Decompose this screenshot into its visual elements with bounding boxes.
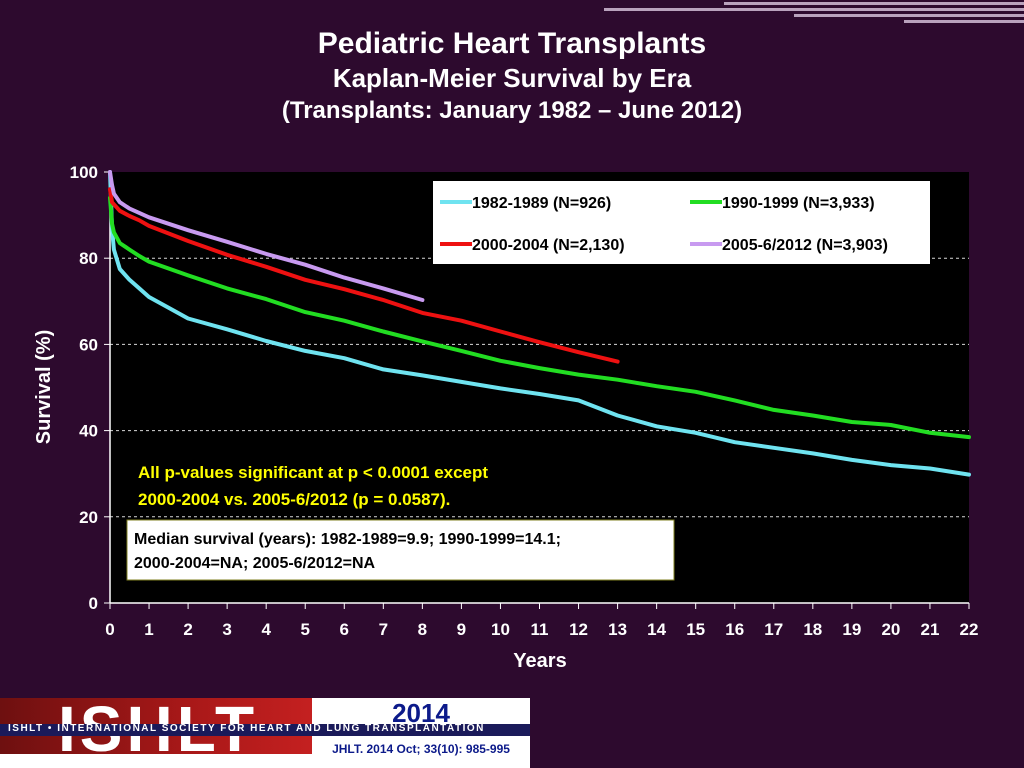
y-tick-label: 80 [79, 249, 98, 268]
legend-label: 1990-1999 (N=3,933) [722, 195, 875, 212]
x-tick-label: 20 [881, 620, 900, 639]
footer-banner: ISHLT ISHLT • INTERNATIONAL SOCIETY FOR … [0, 693, 530, 768]
median-survival-line2: 2000-2004=NA; 2005-6/2012=NA [134, 555, 376, 572]
slide-subtitle-dates: (Transplants: January 1982 – June 2012) [281, 97, 743, 124]
x-tick-label: 11 [531, 620, 549, 639]
legend-label: 2000-2004 (N=2,130) [472, 237, 625, 254]
legend-label: 2005-6/2012 (N=3,903) [722, 237, 888, 254]
header-stripes [0, 0, 1024, 34]
x-tick-label: 13 [608, 620, 627, 639]
series-line-3 [108, 187, 620, 364]
x-tick-label: 14 [647, 620, 666, 639]
y-tick-label: 20 [79, 508, 98, 527]
legend-label: 1982-1989 (N=926) [472, 195, 611, 212]
x-tick-label: 9 [457, 620, 466, 639]
x-tick-label: 18 [803, 620, 822, 639]
series-line-2 [108, 195, 971, 440]
x-tick-label: 5 [300, 620, 309, 639]
x-tick-label: 8 [418, 620, 427, 639]
median-survival-box [126, 519, 675, 581]
x-tick-label: 17 [764, 620, 783, 639]
x-tick-label: 15 [686, 620, 705, 639]
y-tick-label: 0 [89, 594, 98, 613]
slide-title: Pediatric Heart Transplants [317, 27, 707, 60]
median-survival-line1: Median survival (years): 1982-1989=9.9; … [134, 531, 561, 548]
x-tick-label: 2 [183, 620, 192, 639]
y-tick-label: 40 [79, 422, 98, 441]
y-tick-label: 60 [79, 335, 98, 354]
x-axis-label: Years [513, 650, 566, 672]
slide-subtitle: Kaplan-Meier Survival by Era [332, 63, 692, 93]
org-name: ISHLT • INTERNATIONAL SOCIETY FOR HEART … [8, 723, 485, 734]
x-tick-label: 7 [379, 620, 388, 639]
series-line-4 [108, 170, 425, 302]
p-value-note-line2: 2000-2004 vs. 2005-6/2012 (p = 0.0587). [138, 490, 450, 509]
org-name-bar: ISHLT • INTERNATIONAL SOCIETY FOR HEART … [0, 723, 530, 736]
slide-title-block: Pediatric Heart Transplants Kaplan-Meier… [0, 26, 1024, 128]
x-tick-label: 4 [261, 620, 271, 639]
report-year: 2014 [392, 698, 450, 728]
x-tick-label: 21 [920, 620, 939, 639]
y-axis-label: Survival (%) [33, 330, 55, 444]
x-tick-label: 12 [569, 620, 588, 639]
x-tick-label: 3 [222, 620, 231, 639]
series-line-1 [108, 170, 971, 477]
x-tick-label: 1 [144, 620, 153, 639]
y-tick-label: 100 [70, 163, 98, 182]
journal-citation: JHLT. 2014 Oct; 33(10): 985-995 [332, 742, 510, 756]
x-tick-label: 0 [105, 620, 114, 639]
x-tick-label: 16 [725, 620, 744, 639]
x-tick-label: 10 [491, 620, 510, 639]
x-tick-label: 22 [960, 620, 979, 639]
p-value-note-line1: All p-values significant at p < 0.0001 e… [138, 463, 488, 482]
legend-box [433, 181, 930, 264]
x-tick-label: 19 [842, 620, 861, 639]
x-tick-label: 6 [340, 620, 349, 639]
